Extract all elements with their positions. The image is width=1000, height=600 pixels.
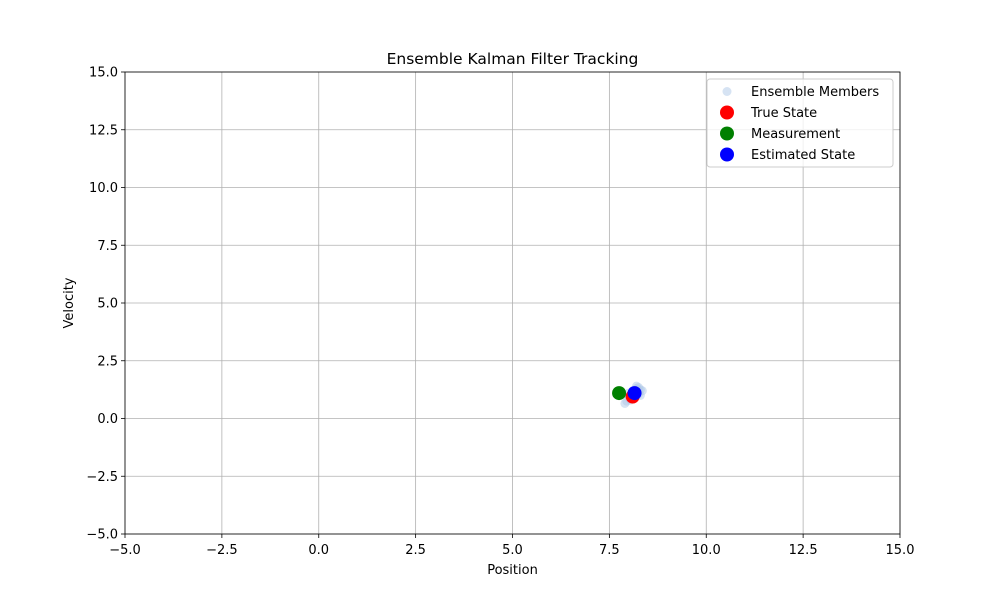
x-tick-label: −2.5 xyxy=(206,543,238,558)
y-tick-label: 10.0 xyxy=(89,181,118,196)
chart-title: Ensemble Kalman Filter Tracking xyxy=(387,50,639,68)
y-tick-label: 0.0 xyxy=(97,412,118,427)
y-tick-label: 15.0 xyxy=(89,66,118,81)
legend-label-true-state: True State xyxy=(750,106,817,121)
measurement-point xyxy=(612,386,627,401)
x-tick-label: 5.0 xyxy=(502,543,523,558)
y-tick-label: 2.5 xyxy=(97,354,118,369)
y-tick-label: 12.5 xyxy=(89,123,118,138)
legend-label-measurement: Measurement xyxy=(751,127,840,142)
x-tick-label: 12.5 xyxy=(789,543,818,558)
y-tick-label: 5.0 xyxy=(97,297,118,312)
legend-label-ensemble: Ensemble Members xyxy=(751,85,879,100)
x-tick-label: 15.0 xyxy=(886,543,915,558)
legend-box xyxy=(706,78,894,168)
y-tick-label: 7.5 xyxy=(97,239,118,254)
legend-label-estimated-state: Estimated State xyxy=(751,148,855,163)
y-tick-label: −5.0 xyxy=(86,528,118,543)
axis-ticks: −5.0 −2.5 0.0 2.5 5.0 7.5 10.0 12.5 15.0 −5.0 −2.5… xyxy=(86,66,914,559)
legend-marker-estimated-state xyxy=(720,147,734,162)
estimated-state-point xyxy=(627,386,642,401)
legend-marker-ensemble xyxy=(722,87,732,96)
data-markers xyxy=(612,381,647,408)
legend-marker-true-state xyxy=(720,105,734,120)
legend-marker-measurement xyxy=(720,126,734,141)
x-axis-label: Position xyxy=(487,563,538,578)
x-tick-label: 7.5 xyxy=(599,543,620,558)
y-tick-label: −2.5 xyxy=(86,470,118,485)
y-axis-label: Velocity xyxy=(62,277,77,328)
x-tick-label: −5.0 xyxy=(109,543,141,558)
legend: Ensemble Members True State Measurement … xyxy=(706,78,894,168)
x-tick-label: 10.0 xyxy=(692,543,721,558)
x-tick-label: 0.0 xyxy=(308,543,329,558)
x-tick-label: 2.5 xyxy=(405,543,426,558)
